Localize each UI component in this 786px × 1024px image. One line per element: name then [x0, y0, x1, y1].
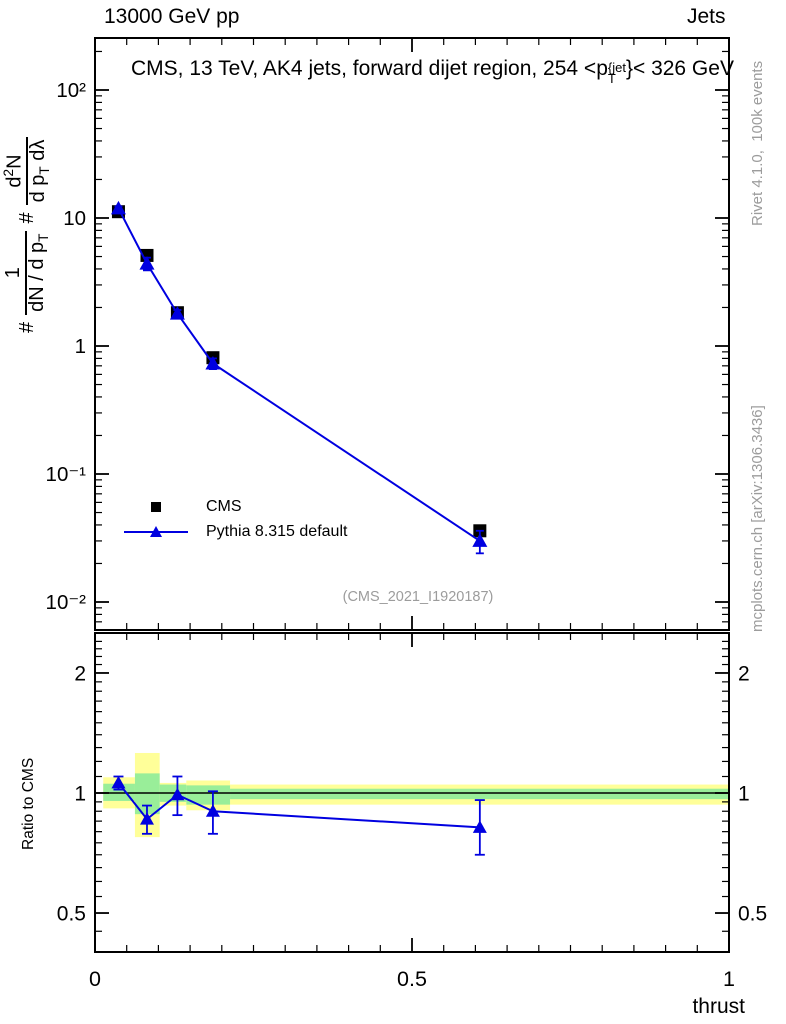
main-y-tick-label: 10⁻¹	[46, 463, 87, 486]
fraction-denominator: d pT dλ	[26, 136, 53, 206]
analysis-reference-label: (CMS_2021_I1920187)	[342, 589, 494, 605]
plot-title-text: CMS, 13 TeV, AK4 jets, forward dijet reg…	[131, 57, 608, 80]
fraction-numerator: 1	[2, 267, 25, 279]
main-y-axis-label: # 1 dN / d pT # d2N d pT dλ	[1, 33, 53, 333]
plot-title: CMS, 13 TeV, AK4 jets, forward dijet reg…	[131, 57, 734, 86]
legend-label-cms: CMS	[206, 497, 242, 515]
pythia-data-point	[472, 533, 488, 547]
mcplots-watermark: mcplots.cern.ch [arXiv:1306.3436]	[749, 405, 766, 632]
pythia-data-point	[205, 355, 221, 370]
plot-title-tail: }< 326 GeV	[625, 57, 734, 80]
denominator-tail: dλ	[27, 139, 50, 167]
denominator-text: d p	[27, 174, 50, 203]
denominator-text: dN / d p	[25, 241, 48, 312]
x-tick-label: 0.5	[397, 967, 427, 991]
numerator-text: d	[3, 176, 26, 188]
cms-series	[111, 205, 487, 538]
ratio-y-axis-label: Ratio to CMS	[20, 757, 37, 850]
plot-title-subscript: T	[607, 71, 616, 86]
cms-square-marker	[151, 501, 161, 512]
ratio-data-point	[139, 812, 154, 825]
legend-entry-pythia: Pythia 8.315 default	[120, 519, 347, 544]
x-axis-label: thrust	[692, 995, 745, 1018]
ratio-y-tick-label-right: 2	[738, 662, 750, 685]
legend-label-pythia: Pythia 8.315 default	[206, 522, 348, 540]
cms-marker-cell	[120, 499, 192, 515]
main-y-tick-label: 1	[75, 335, 86, 358]
pythia-data-point	[169, 306, 185, 320]
ratio-y-tick-label-right: 0.5	[738, 903, 767, 926]
pythia-marker-cell	[120, 524, 192, 540]
denominator-subscript: T	[37, 166, 53, 175]
analysis-group-label: Jets	[687, 5, 726, 28]
fraction-denominator: dN / d pT	[24, 230, 52, 315]
ratio-data-point	[205, 804, 220, 817]
fraction-d2n-dptdlambda: d2N d pT dλ	[1, 136, 53, 206]
denominator-subscript: T	[35, 233, 51, 242]
main-y-tick-label: 10⁻²	[46, 591, 87, 614]
ratio-data-point	[111, 775, 126, 789]
ratio-series	[111, 775, 487, 856]
legend-entry-cms: CMS	[120, 494, 347, 519]
beam-energy-label: 13000 GeV pp	[104, 5, 240, 28]
ratio-y-tick-label-right: 1	[738, 783, 750, 806]
rivet-version-watermark: Rivet 4.1.0, 100k events	[749, 60, 766, 226]
plot-title-superscript: {jet	[607, 60, 626, 75]
legend: CMS Pythia 8.315 default	[120, 494, 347, 544]
axis-ticks	[94, 38, 730, 953]
axis-tick-labels: 10² 10 1 10⁻¹ 10⁻² 2 2 1 1 0.5 0.5 0 0.5 1	[46, 79, 768, 991]
ratio-y-tick-label-left: 1	[74, 783, 86, 806]
plot-title-supsub: {jet T	[607, 60, 626, 86]
ratio-y-tick-label-left: 2	[74, 662, 86, 685]
fraction-numerator: d2N	[1, 137, 26, 206]
main-y-tick-label: 10	[63, 207, 86, 230]
pythia-data-point	[139, 256, 155, 270]
x-tick-label: 1	[723, 967, 735, 991]
x-tick-label: 0	[89, 967, 101, 991]
pythia-triangle-marker	[150, 525, 162, 537]
ratio-y-tick-label-left: 0.5	[57, 903, 86, 926]
pythia-data-point	[110, 200, 126, 215]
stat-band-green	[230, 788, 730, 800]
hash-symbol: #	[15, 212, 38, 224]
stat-band-green	[186, 785, 231, 805]
pythia-series	[110, 200, 488, 555]
pythia-line	[117, 207, 481, 542]
fraction-one-over-dndpt: 1 dN / d pT	[2, 230, 52, 315]
ratio-data-point	[472, 820, 487, 833]
main-y-tick-label: 10²	[56, 79, 86, 102]
numerator-superscript: 2	[1, 168, 16, 177]
hash-symbol: #	[15, 321, 38, 333]
ratio-data-point	[170, 787, 185, 801]
ratio-uncertainty-bands	[95, 752, 730, 838]
numerator-tail: N	[3, 154, 26, 169]
